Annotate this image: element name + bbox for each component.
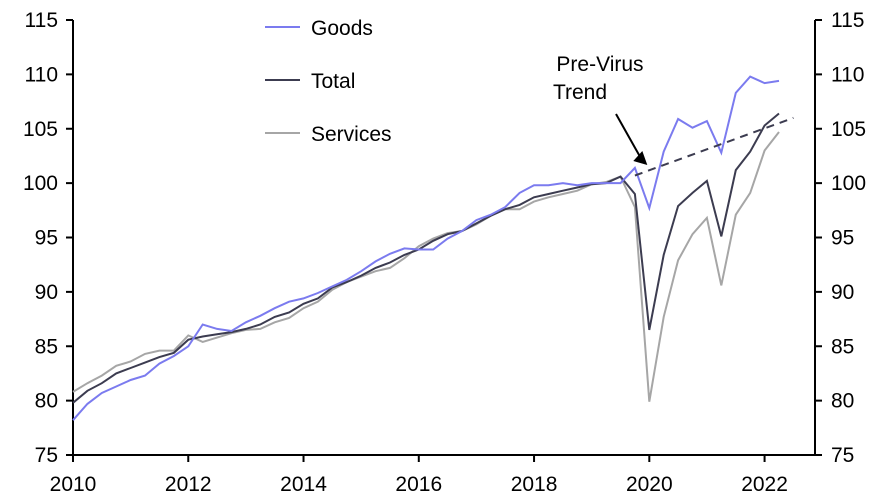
- y-tick-label-right: 75: [831, 444, 854, 467]
- series-line-goods: [72, 75, 780, 421]
- series-lines: [72, 75, 794, 421]
- series-line-total: [72, 112, 780, 404]
- annotation-arrow-line: [615, 113, 643, 160]
- x-tick-label: 2012: [165, 473, 212, 496]
- annotation-text-line1: Pre-Virus: [556, 53, 643, 76]
- x-tick-label: 2016: [395, 473, 442, 496]
- y-tick-label-right: 90: [831, 281, 854, 304]
- y-tick-label-left: 105: [23, 118, 58, 141]
- y-tick-label-right: 105: [831, 118, 866, 141]
- annotation: Pre-Virus Trend: [553, 53, 648, 165]
- legend: Goods Total Services: [265, 17, 392, 146]
- y-tick-label-right: 95: [831, 227, 854, 250]
- x-tick-label: 2014: [280, 473, 327, 496]
- y-tick-label-left: 100: [23, 172, 58, 195]
- legend-label-goods: Goods: [311, 17, 373, 40]
- x-tick-label: 2018: [511, 473, 558, 496]
- annotation-arrow-head: [633, 150, 648, 165]
- y-tick-label-left: 75: [35, 444, 58, 467]
- axes: 75 80 85 90 95 100 105 110 115 75 80 85 90 95 100 105 11…: [23, 9, 866, 496]
- annotation-text-line2: Trend: [553, 81, 607, 104]
- series-line-pre-virus-trend: [634, 116, 794, 177]
- x-tick-label: 2020: [626, 473, 673, 496]
- y-tick-label-right: 100: [831, 172, 866, 195]
- y-tick-label-left: 115: [25, 9, 58, 32]
- y-tick-label-left: 80: [35, 390, 58, 413]
- y-tick-label-right: 115: [831, 9, 864, 32]
- y-tick-label-left: 110: [25, 63, 58, 86]
- legend-label-total: Total: [311, 70, 355, 93]
- legend-label-services: Services: [311, 123, 392, 146]
- x-tick-label: 2022: [741, 473, 788, 496]
- y-tick-label-right: 80: [831, 390, 854, 413]
- y-tick-label-right: 85: [831, 335, 854, 358]
- y-tick-label-right: 110: [831, 63, 864, 86]
- y-tick-label-left: 90: [35, 281, 58, 304]
- series-line-services: [72, 131, 780, 402]
- y-tick-label-left: 85: [35, 335, 58, 358]
- y-tick-label-left: 95: [35, 227, 58, 250]
- x-tick-label: 2010: [50, 473, 97, 496]
